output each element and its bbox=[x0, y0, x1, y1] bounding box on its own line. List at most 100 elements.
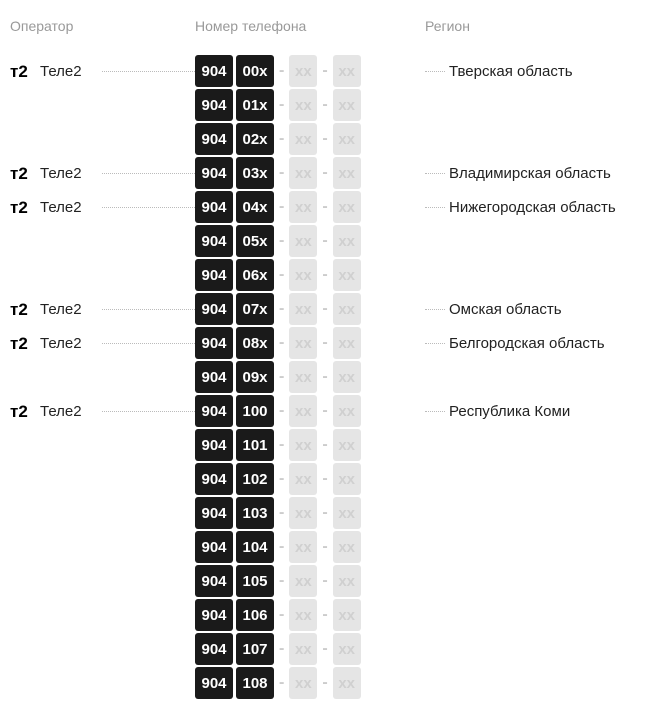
connector-line bbox=[102, 207, 195, 208]
svg-text:т2: т2 bbox=[10, 402, 28, 421]
dash: - bbox=[320, 334, 329, 352]
operator-cell: т2 Теле2 bbox=[10, 333, 195, 353]
placeholder-box: xx bbox=[289, 327, 317, 359]
placeholder-box: xx bbox=[289, 225, 317, 257]
dash: - bbox=[320, 436, 329, 454]
code-box: 108 bbox=[236, 667, 274, 699]
prefix-box: 904 bbox=[195, 293, 233, 325]
connector-line bbox=[425, 411, 445, 412]
dash: - bbox=[277, 436, 286, 454]
code-box: 04x bbox=[236, 191, 274, 223]
phone-cell: 90404x-xx-xx bbox=[195, 191, 425, 223]
dash: - bbox=[320, 640, 329, 658]
dash: - bbox=[277, 334, 286, 352]
header-region: Регион bbox=[425, 18, 649, 34]
table-row: т2Теле290407x-xx-xxОмская область bbox=[10, 292, 649, 326]
placeholder-box: xx bbox=[333, 123, 361, 155]
phone-cell: 904101-xx-xx bbox=[195, 429, 425, 461]
dash: - bbox=[277, 368, 286, 386]
code-box: 100 bbox=[236, 395, 274, 427]
table-row: 90406x-xx-xx bbox=[10, 258, 649, 292]
operator-cell: т2Теле2 bbox=[10, 401, 195, 421]
prefix-box: 904 bbox=[195, 667, 233, 699]
dash: - bbox=[277, 606, 286, 624]
prefix-box: 904 bbox=[195, 497, 233, 529]
code-box: 103 bbox=[236, 497, 274, 529]
phone-cell: 904104-xx-xx bbox=[195, 531, 425, 563]
connector-line bbox=[102, 309, 195, 310]
tele2-logo-icon: т2 bbox=[10, 299, 34, 319]
code-box: 106 bbox=[236, 599, 274, 631]
phone-cell: 90407x-xx-xx bbox=[195, 293, 425, 325]
svg-text:т2: т2 bbox=[10, 164, 28, 183]
phone-cell: 904103-xx-xx bbox=[195, 497, 425, 529]
operator-cell: т2 Теле2 bbox=[10, 299, 195, 319]
placeholder-box: xx bbox=[333, 293, 361, 325]
phone-cell: 90401x-xx-xx bbox=[195, 89, 425, 121]
placeholder-box: xx bbox=[289, 191, 317, 223]
code-box: 07x bbox=[236, 293, 274, 325]
svg-text:т2: т2 bbox=[10, 198, 28, 217]
table-row: 904101-xx-xx bbox=[10, 428, 649, 462]
dash: - bbox=[320, 164, 329, 182]
svg-text:т2: т2 bbox=[10, 334, 28, 353]
header-phone: Номер телефона bbox=[195, 18, 425, 34]
prefix-box: 904 bbox=[195, 327, 233, 359]
placeholder-box: xx bbox=[289, 667, 317, 699]
phone-cell: 904108-xx-xx bbox=[195, 667, 425, 699]
dash: - bbox=[277, 62, 286, 80]
placeholder-box: xx bbox=[333, 599, 361, 631]
dash: - bbox=[277, 198, 286, 216]
code-box: 01x bbox=[236, 89, 274, 121]
table-row: 90405x-xx-xx bbox=[10, 224, 649, 258]
connector-line bbox=[425, 71, 445, 72]
placeholder-box: xx bbox=[289, 123, 317, 155]
prefix-box: 904 bbox=[195, 361, 233, 393]
connector-line bbox=[102, 173, 195, 174]
region-cell: Белгородская область bbox=[425, 335, 649, 352]
placeholder-box: xx bbox=[289, 463, 317, 495]
dash: - bbox=[320, 504, 329, 522]
code-box: 08x bbox=[236, 327, 274, 359]
code-box: 06x bbox=[236, 259, 274, 291]
placeholder-box: xx bbox=[333, 667, 361, 699]
code-box: 107 bbox=[236, 633, 274, 665]
placeholder-box: xx bbox=[289, 395, 317, 427]
operator-name: Теле2 bbox=[40, 301, 82, 318]
dash: - bbox=[320, 674, 329, 692]
code-box: 03x bbox=[236, 157, 274, 189]
placeholder-box: xx bbox=[333, 259, 361, 291]
region-name: Нижегородская область bbox=[449, 199, 616, 216]
table-row: т2Теле290408x-xx-xxБелгородская область bbox=[10, 326, 649, 360]
table-row: 904106-xx-xx bbox=[10, 598, 649, 632]
phone-cell: 904100-xx-xx bbox=[195, 395, 425, 427]
dash: - bbox=[277, 164, 286, 182]
phone-cell: 904102-xx-xx bbox=[195, 463, 425, 495]
prefix-box: 904 bbox=[195, 395, 233, 427]
phone-cell: 904107-xx-xx bbox=[195, 633, 425, 665]
phone-cell: 90406x-xx-xx bbox=[195, 259, 425, 291]
code-box: 102 bbox=[236, 463, 274, 495]
connector-line bbox=[102, 411, 195, 412]
phone-cell: 90405x-xx-xx bbox=[195, 225, 425, 257]
tele2-logo-icon: т2 bbox=[10, 333, 34, 353]
prefix-box: 904 bbox=[195, 259, 233, 291]
dash: - bbox=[320, 96, 329, 114]
region-cell: Нижегородская область bbox=[425, 199, 649, 216]
prefix-box: 904 bbox=[195, 191, 233, 223]
prefix-box: 904 bbox=[195, 633, 233, 665]
operator-name: Теле2 bbox=[40, 199, 82, 216]
placeholder-box: xx bbox=[289, 293, 317, 325]
placeholder-box: xx bbox=[289, 565, 317, 597]
prefix-box: 904 bbox=[195, 429, 233, 461]
code-box: 00x bbox=[236, 55, 274, 87]
placeholder-box: xx bbox=[333, 633, 361, 665]
dash: - bbox=[277, 402, 286, 420]
dash: - bbox=[320, 470, 329, 488]
dash: - bbox=[320, 572, 329, 590]
dash: - bbox=[320, 402, 329, 420]
operator-name: Теле2 bbox=[40, 335, 82, 352]
placeholder-box: xx bbox=[333, 565, 361, 597]
connector-line bbox=[425, 343, 445, 344]
connector-line bbox=[425, 309, 445, 310]
